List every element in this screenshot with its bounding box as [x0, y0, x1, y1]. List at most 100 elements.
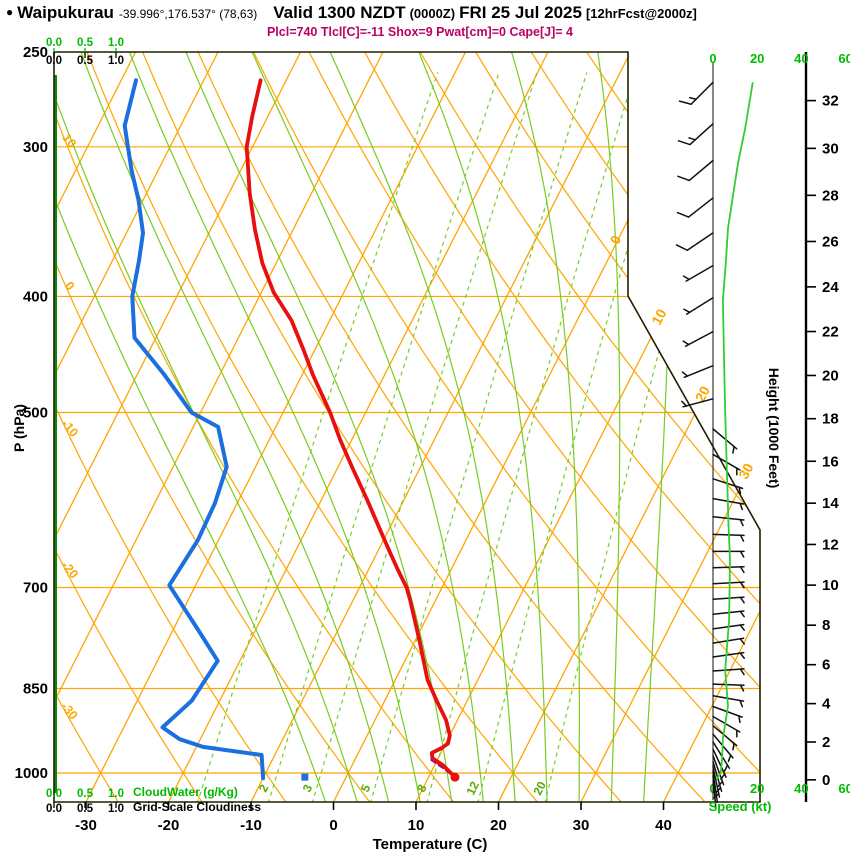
wind-barb: [712, 596, 745, 601]
mixing-ratio-line: [369, 72, 588, 802]
wind-barb-half-tick: [739, 550, 745, 558]
wind-barb: [712, 565, 745, 569]
height-tick-label: 30: [822, 140, 839, 157]
wind-barb-half-tick: [732, 742, 735, 751]
station-name: Waipukurau: [17, 3, 114, 22]
mixing-ratio-line: [477, 72, 679, 802]
wind-barb: [712, 683, 745, 687]
pressure-tick-label: 400: [23, 288, 48, 305]
wind-barb-half-tick: [689, 96, 697, 101]
speed-tick-label-bottom: 60: [838, 781, 850, 796]
height-tick-label: 8: [822, 617, 830, 634]
height-tick-label: 28: [822, 187, 839, 204]
wind-barb-half-tick: [681, 371, 689, 377]
dry-adiabat-label: -20: [59, 558, 81, 581]
cloud-scale-rows: 0.0 0.0 0.0 0.0 0.5 0.5 0.5 0.5 1.0 1.0 1.0 1.0: [46, 37, 124, 815]
wind-barb-full-tick: [677, 175, 691, 182]
isotherm-line: [54, 52, 302, 802]
dewpoint-curve: [122, 78, 266, 781]
cloudiness-scale-tick-bottom: 0.0: [46, 803, 62, 815]
height-tick-label: 14: [822, 495, 839, 512]
pressure-gridlines: [54, 146, 760, 774]
height-tick-label: 16: [822, 453, 839, 470]
speed-tick-label-bottom: 20: [750, 781, 764, 796]
dry-adiabat-line: [54, 52, 372, 802]
wind-barb: [685, 264, 714, 282]
isotherm-line: [54, 52, 137, 802]
mixing-ratio-label: 3: [300, 782, 316, 794]
wind-barb: [685, 296, 714, 315]
height-tick-label: 18: [822, 411, 839, 428]
cloudiness-scale-tick-bottom: 0.5: [77, 803, 94, 815]
pressure-tick-label: 700: [23, 579, 48, 596]
isotherm-line: [662, 52, 760, 802]
stability-parameters: Plcl=740 Tlcl[C]=-11 Shox=9 Pwat[cm]=0 C…: [266, 25, 574, 39]
mixing-ratio-line: [544, 72, 736, 802]
wind-barb-half-tick: [717, 780, 724, 788]
isotherm-line: [85, 52, 467, 802]
height-tick-label: 6: [822, 657, 830, 674]
temperature-tick-label: 20: [490, 817, 507, 834]
temperature-curve: [244, 78, 457, 779]
height-tick-label: 2: [822, 734, 830, 751]
cloudwater-scale-label: CloudWater (g/Kg): [133, 785, 238, 799]
height-axis-label: Height (1000 Feet): [766, 367, 782, 489]
wind-barb: [684, 330, 714, 347]
dry-adiabat-line: [641, 52, 760, 802]
isotherm-line: [332, 52, 714, 802]
wind-barb: [712, 668, 745, 672]
cloudwater-scale-tick-top: 1.0: [108, 37, 124, 49]
moist-adiabat-line: [504, 52, 581, 802]
wind-barb-half-tick: [739, 534, 745, 542]
isotherm-line: [580, 52, 760, 802]
wind-barb-full-tick: [675, 244, 689, 251]
isotherm-line: [54, 52, 384, 802]
wind-barb-half-tick: [739, 684, 745, 692]
wind-barb-half-tick: [739, 610, 745, 618]
moist-adiabat-line: [242, 52, 485, 802]
speed-tick-label-top: 0: [709, 51, 716, 66]
mixing-ratio-label: 2: [256, 782, 272, 794]
surface-dewpoint-marker: [301, 773, 309, 781]
height-tick-label: 10: [822, 577, 839, 594]
cloudiness-scale-tick-top: 0.5: [77, 55, 94, 67]
wind-barb-half-tick: [739, 699, 744, 708]
wind-barb: [712, 715, 741, 733]
wind-barb: [690, 81, 714, 105]
dry-adiabat-line: [54, 52, 120, 802]
pressure-axis-label: P (hPa): [11, 404, 27, 452]
moist-adiabat-line: [54, 52, 327, 802]
temperature-tick-label: -30: [75, 817, 97, 834]
dry-adiabat-line: [86, 52, 539, 802]
wind-barb: [686, 232, 714, 251]
speed-tick-label-top: 20: [750, 51, 764, 66]
cloudiness-scale-label: Grid-Scale Cloudiness: [133, 800, 262, 814]
isotherm-label: 20: [692, 383, 714, 404]
wind-barb-half-tick: [739, 581, 745, 589]
pressure-tick-label: 850: [23, 680, 48, 697]
valid-time-utc: (0000Z): [409, 6, 456, 21]
wind-barb-half-tick: [739, 596, 745, 604]
wind-barb-half-tick: [739, 638, 746, 645]
cloudiness-scale-tick-top: 0.0: [46, 55, 62, 67]
isotherm-line: [167, 52, 549, 802]
mixing-ratio-lines: [196, 72, 736, 802]
wind-barb: [687, 197, 714, 218]
temperature-tick-label: -20: [158, 817, 180, 834]
wind-barb: [689, 123, 714, 146]
wind-barb: [712, 774, 717, 808]
wind-speed-profile-curve: [715, 82, 754, 781]
wind-barb-half-tick: [739, 518, 744, 527]
mixing-ratio-label: 5: [358, 782, 374, 794]
valid-date: FRI 25 Jul 2025: [459, 3, 582, 22]
speed-tick-label-bottom: 40: [794, 781, 808, 796]
height-tick-label: 22: [822, 324, 839, 341]
moist-adiabat-line: [409, 52, 548, 802]
dry-adiabat-line: [419, 52, 760, 802]
temperature-tick-label: 30: [573, 817, 590, 834]
cloudwater-scale-tick-bottom: 1.0: [108, 788, 124, 800]
wind-barb: [712, 754, 725, 786]
dry-adiabat-line: [475, 52, 760, 802]
